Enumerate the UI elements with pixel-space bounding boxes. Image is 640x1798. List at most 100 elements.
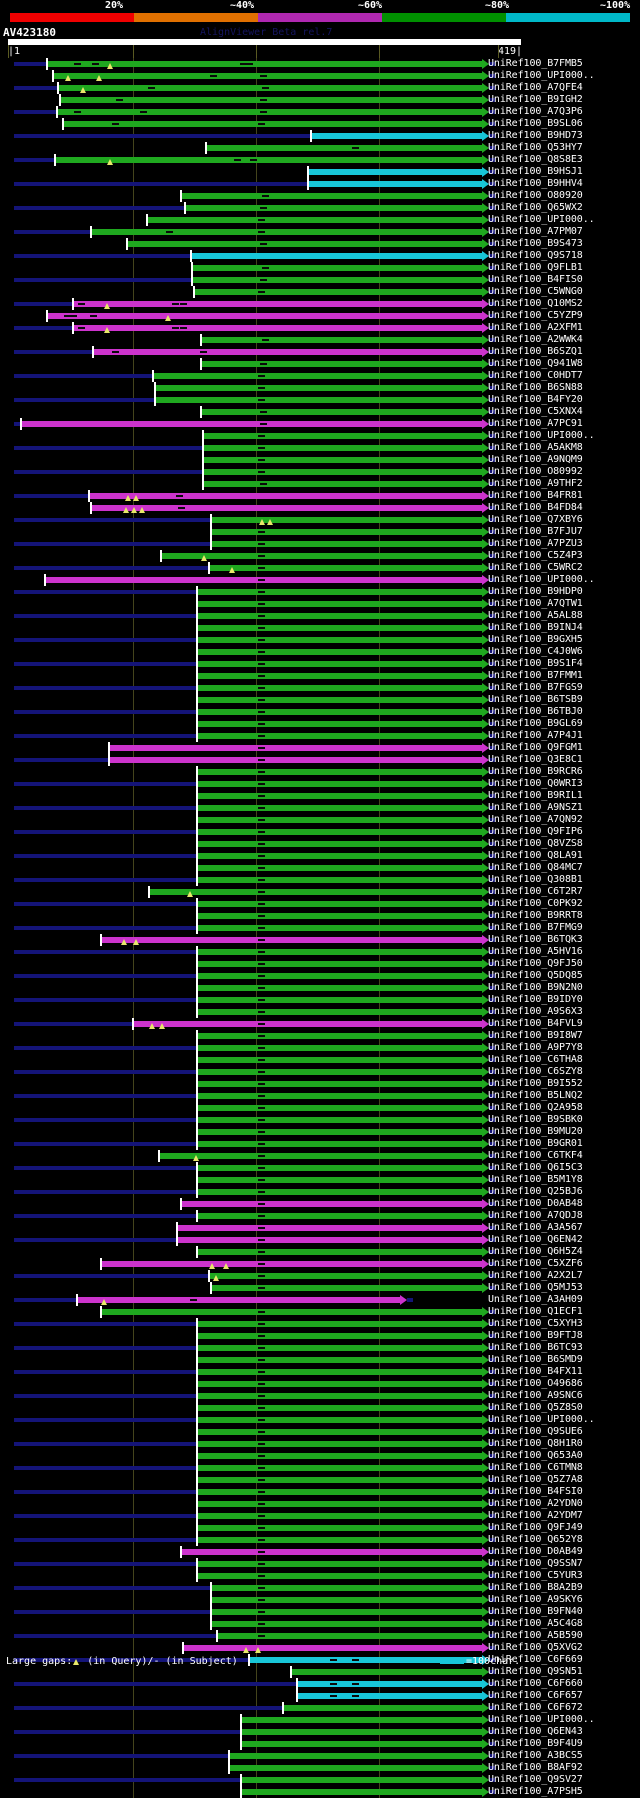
hit-label[interactable]: UniRef100_C0PK92 (488, 898, 583, 909)
alignment-row[interactable]: UniRef100_B9GR01 (0, 1138, 640, 1150)
alignment-bar-green[interactable] (48, 61, 482, 67)
alignment-row[interactable]: UniRef100_A7QFE4 (0, 82, 640, 94)
hit-label[interactable]: UniRef100_B6TC93 (488, 1342, 583, 1353)
hit-label[interactable]: UniRef100_B4FD84 (488, 502, 583, 513)
alignment-row[interactable]: UniRef100_O80920 (0, 190, 640, 202)
alignment-bar-green[interactable] (198, 997, 482, 1003)
alignment-bar-green[interactable] (198, 793, 482, 799)
alignment-row[interactable]: UniRef100_Q9SV27 (0, 1774, 640, 1786)
alignment-bar-green[interactable] (284, 1705, 482, 1711)
hit-label[interactable]: UniRef100_B9IGH2 (488, 94, 583, 105)
alignment-row[interactable]: UniRef100_B6TBJ0 (0, 706, 640, 718)
alignment-bar-magenta[interactable] (94, 349, 482, 355)
alignment-bar-magenta[interactable] (178, 1237, 482, 1243)
alignment-bar-green[interactable] (198, 1009, 482, 1015)
hit-label[interactable]: UniRef100_Q6I5C3 (488, 1162, 583, 1173)
alignment-row[interactable]: UniRef100_B9HSJ1 (0, 166, 640, 178)
hit-label[interactable]: UniRef100_C0HDT7 (488, 370, 583, 381)
hit-label[interactable]: UniRef100_A3A567 (488, 1222, 583, 1233)
hit-label[interactable]: UniRef100_B9RIL1 (488, 790, 583, 801)
alignment-row[interactable]: UniRef100_Q6EN43 (0, 1726, 640, 1738)
hit-label[interactable]: UniRef100_A3AH09 (488, 1294, 583, 1305)
hit-label[interactable]: UniRef100_B9INJ4 (488, 622, 583, 633)
alignment-bar-green[interactable] (54, 73, 482, 79)
alignment-bar-green[interactable] (198, 697, 482, 703)
alignment-bar-green[interactable] (198, 685, 482, 691)
alignment-row[interactable]: UniRef100_B4FIS0 (0, 274, 640, 286)
alignment-bar-green[interactable] (148, 217, 482, 223)
hit-label[interactable]: UniRef100_Q9SV27 (488, 1774, 583, 1785)
alignment-bar-green[interactable] (198, 1333, 482, 1339)
alignment-bar-green[interactable] (198, 925, 482, 931)
alignment-row[interactable]: UniRef100_O80992 (0, 466, 640, 478)
alignment-bar-green[interactable] (198, 1369, 482, 1375)
hit-label[interactable]: UniRef100_Q9FJ49 (488, 1522, 583, 1533)
alignment-bar-green[interactable] (198, 1501, 482, 1507)
alignment-row[interactable]: UniRef100_B9SL06 (0, 118, 640, 130)
hit-label[interactable]: UniRef100_A9S6X3 (488, 1006, 583, 1017)
alignment-row[interactable]: UniRef100_Q53HY7 (0, 142, 640, 154)
alignment-bar-green[interactable] (198, 1525, 482, 1531)
alignment-row[interactable]: UniRef100_A7PC91 (0, 418, 640, 430)
alignment-row[interactable]: UniRef100_A5B590 (0, 1630, 640, 1642)
hit-label[interactable]: UniRef100_C6F660 (488, 1678, 583, 1689)
alignment-row[interactable]: UniRef100_B9GXH5 (0, 634, 640, 646)
alignment-row[interactable]: UniRef100_B9RRT8 (0, 910, 640, 922)
hit-label[interactable]: UniRef100_C6THA8 (488, 1054, 583, 1065)
alignment-bar-green[interactable] (198, 661, 482, 667)
alignment-row[interactable]: UniRef100_B6TQK3 (0, 934, 640, 946)
hit-label[interactable]: UniRef100_C5WRC2 (488, 562, 583, 573)
alignment-row[interactable]: UniRef100_A7Q3P6 (0, 106, 640, 118)
alignment-bar-magenta[interactable] (134, 1021, 482, 1027)
alignment-row[interactable]: UniRef100_A9P7Y8 (0, 1042, 640, 1054)
alignment-bar-green[interactable] (198, 1117, 482, 1123)
alignment-row[interactable]: UniRef100_B9SBK0 (0, 1114, 640, 1126)
alignment-row[interactable]: UniRef100_UPI000.. (0, 1414, 640, 1426)
hit-label[interactable]: UniRef100_C6TKF4 (488, 1150, 583, 1161)
hit-label[interactable]: UniRef100_A5C4G8 (488, 1618, 583, 1629)
alignment-bar-green[interactable] (204, 457, 482, 463)
alignment-row[interactable]: UniRef100_A7QTW1 (0, 598, 640, 610)
alignment-bar-green[interactable] (198, 1453, 482, 1459)
hit-label[interactable]: UniRef100_Q8S8E3 (488, 154, 583, 165)
hit-label[interactable]: UniRef100_C6SZY8 (488, 1066, 583, 1077)
hit-label[interactable]: UniRef100_O49686 (488, 1378, 583, 1389)
hit-label[interactable]: UniRef100_A7QN92 (488, 814, 583, 825)
alignment-bar-green[interactable] (198, 769, 482, 775)
alignment-bar-green[interactable] (198, 733, 482, 739)
hit-label[interactable]: UniRef100_UPI000.. (488, 1714, 595, 1725)
hit-label[interactable]: UniRef100_C5XNX4 (488, 406, 583, 417)
alignment-bar-green[interactable] (198, 1561, 482, 1567)
alignment-row[interactable]: UniRef100_B4FSI0 (0, 1486, 640, 1498)
alignment-row[interactable]: UniRef100_B9IGH2 (0, 94, 640, 106)
alignment-row[interactable]: UniRef100_Q6EN42 (0, 1234, 640, 1246)
hit-label[interactable]: UniRef100_C6TMN8 (488, 1462, 583, 1473)
alignment-row[interactable]: UniRef100_UPI000.. (0, 214, 640, 226)
hit-label[interactable]: UniRef100_A3BCS5 (488, 1750, 583, 1761)
alignment-row[interactable]: UniRef100_Q8VZS8 (0, 838, 640, 850)
alignment-bar-green[interactable] (212, 1585, 482, 1591)
hit-label[interactable]: UniRef100_B7FMG9 (488, 922, 583, 933)
alignment-bar-green[interactable] (198, 1321, 482, 1327)
alignment-bar-green[interactable] (242, 1729, 482, 1735)
alignment-row[interactable]: UniRef100_Q9S718 (0, 250, 640, 262)
hit-label[interactable]: UniRef100_A9SKY6 (488, 1594, 583, 1605)
alignment-row[interactable]: UniRef100_C4J0W6 (0, 646, 640, 658)
hit-label[interactable]: UniRef100_A2XFM1 (488, 322, 583, 333)
alignment-row[interactable]: UniRef100_B9FTJ8 (0, 1330, 640, 1342)
alignment-bar-green[interactable] (230, 1765, 482, 1771)
alignment-bar-green[interactable] (198, 1441, 482, 1447)
alignment-row[interactable]: UniRef100_Q0WRI3 (0, 778, 640, 790)
hit-label[interactable]: UniRef100_B4FY20 (488, 394, 583, 405)
alignment-row[interactable]: UniRef100_B9F4U9 (0, 1738, 640, 1750)
alignment-row[interactable]: UniRef100_Q6H5Z4 (0, 1246, 640, 1258)
hit-label[interactable]: UniRef100_Q0WRI3 (488, 778, 583, 789)
hit-label[interactable]: UniRef100_A9THF2 (488, 478, 583, 489)
hit-label[interactable]: UniRef100_A7QDJ8 (488, 1210, 583, 1221)
alignment-row[interactable]: UniRef100_D0AB49 (0, 1546, 640, 1558)
hit-label[interactable]: UniRef100_A7Q3P6 (488, 106, 583, 117)
alignment-row[interactable]: UniRef100_B9IDY0 (0, 994, 640, 1006)
hit-label[interactable]: UniRef100_A9P7Y8 (488, 1042, 583, 1053)
alignment-row[interactable]: UniRef100_C6T2R7 (0, 886, 640, 898)
alignment-bar-green[interactable] (204, 481, 482, 487)
